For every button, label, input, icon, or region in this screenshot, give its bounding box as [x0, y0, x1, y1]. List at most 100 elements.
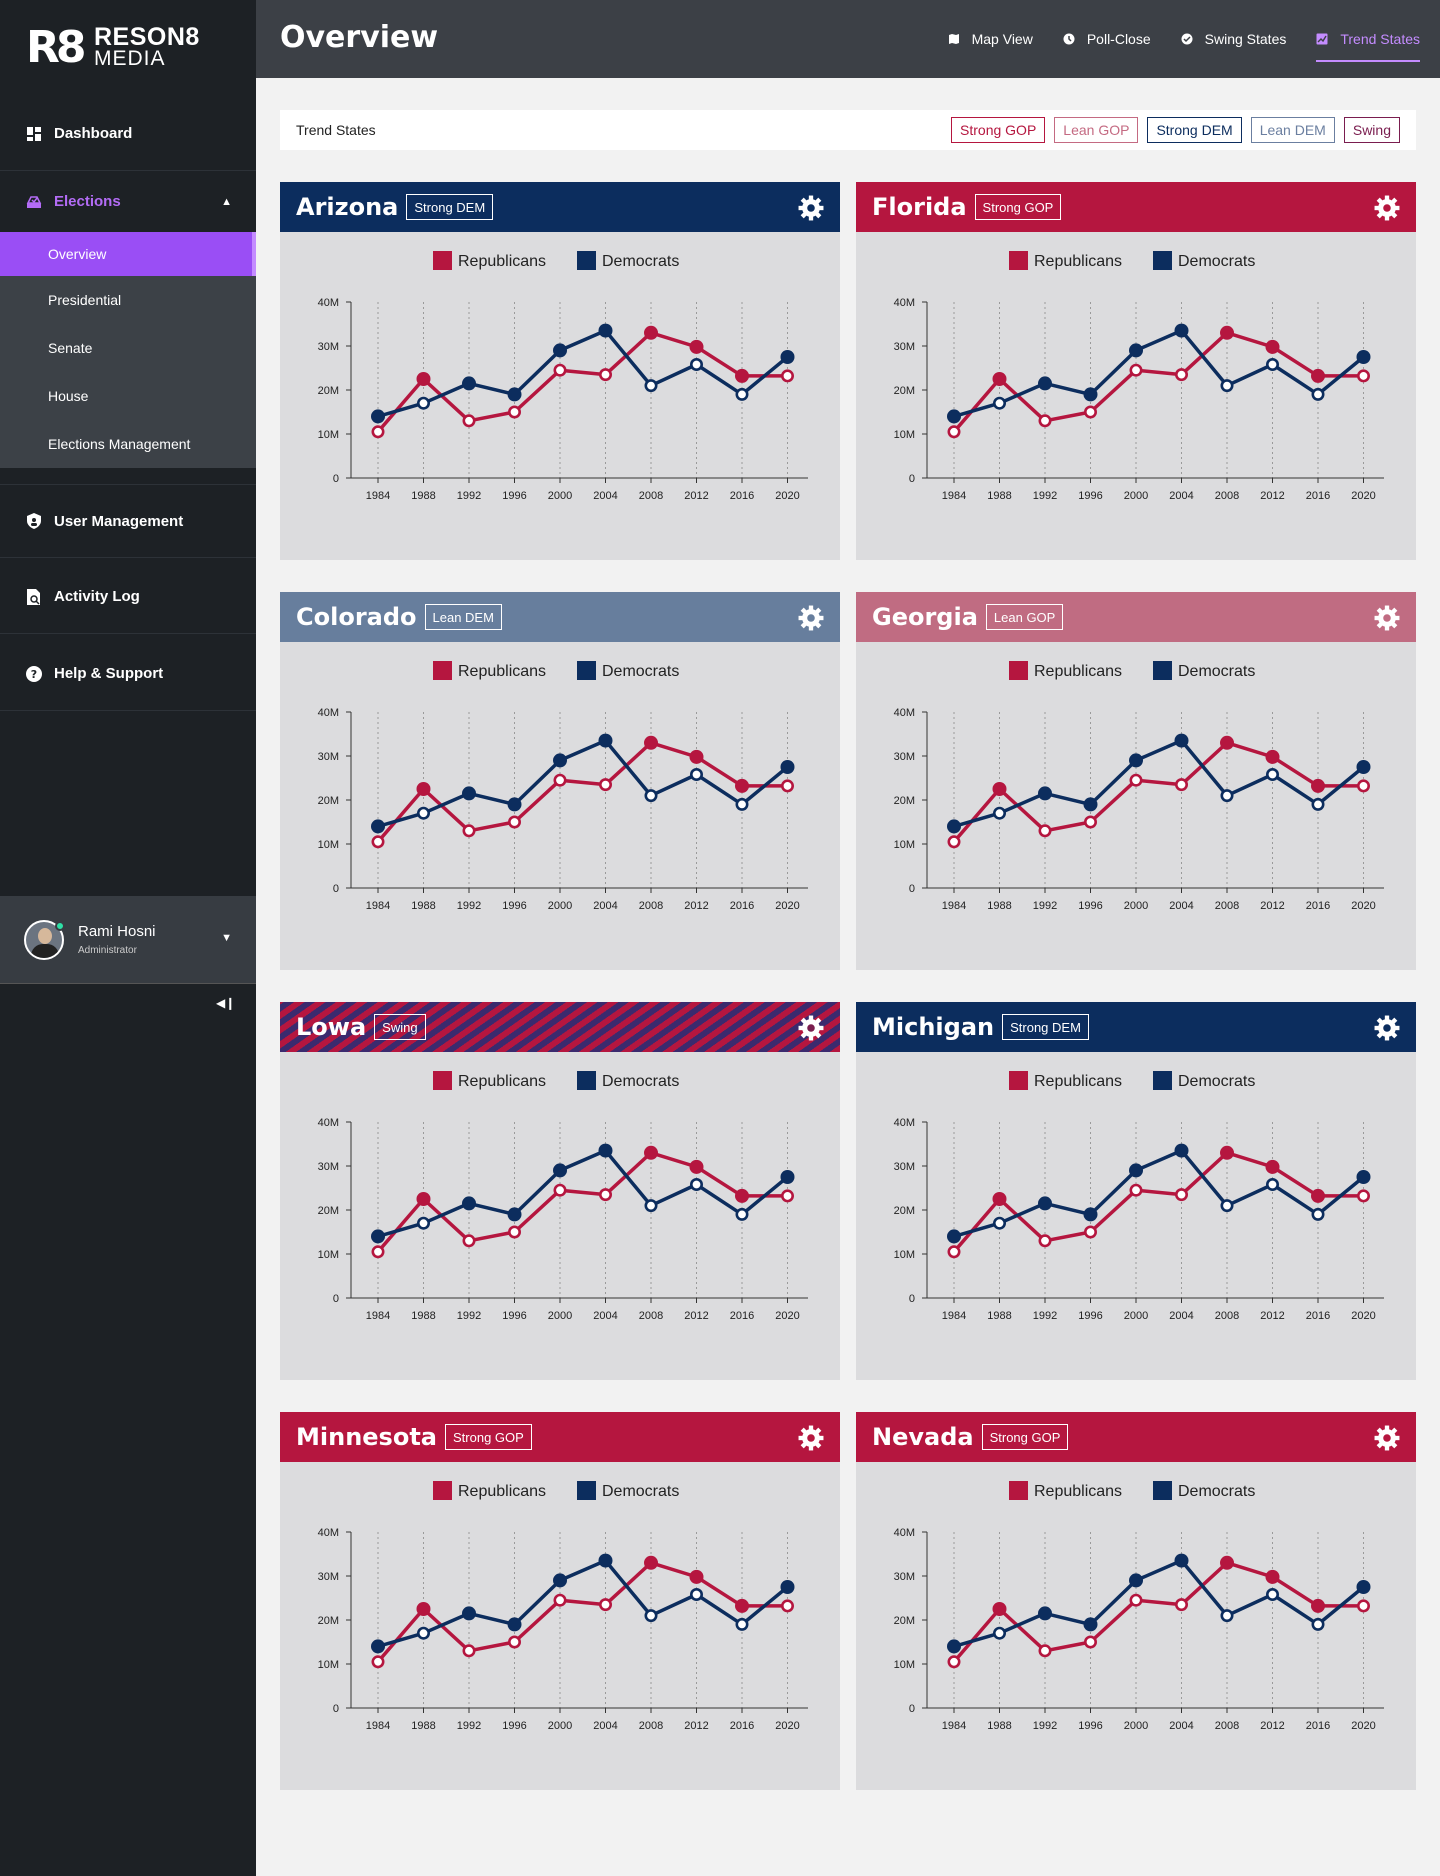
chevron-up-icon[interactable]: ▲ [221, 195, 232, 208]
data-point-democrats[interactable] [598, 733, 613, 748]
tab-map-view[interactable]: Map View [948, 0, 1033, 78]
data-point-democrats[interactable] [780, 350, 795, 364]
data-point-democrats[interactable] [1174, 1553, 1189, 1568]
data-point-republicans[interactable] [1265, 749, 1280, 764]
gear-icon[interactable] [1374, 1015, 1400, 1041]
data-point-democrats[interactable] [1220, 379, 1234, 393]
data-point-republicans[interactable] [1356, 1599, 1370, 1613]
data-point-democrats[interactable] [1311, 1207, 1325, 1221]
data-point-republicans[interactable] [416, 782, 431, 796]
data-point-republicans[interactable] [416, 1192, 431, 1206]
data-point-democrats[interactable] [993, 1216, 1007, 1230]
data-point-democrats[interactable] [462, 1196, 476, 1211]
data-point-democrats[interactable] [598, 1553, 613, 1568]
data-point-democrats[interactable] [1174, 323, 1189, 338]
gear-icon[interactable] [798, 1425, 824, 1451]
sidebar-item-dashboard[interactable]: Dashboard [0, 97, 256, 171]
data-point-republicans[interactable] [992, 372, 1007, 386]
sidebar-item-activity-log[interactable]: Activity Log [0, 560, 256, 634]
data-point-republicans[interactable] [1174, 1188, 1188, 1202]
data-point-democrats[interactable] [1265, 767, 1279, 781]
data-point-democrats[interactable] [1265, 357, 1279, 371]
data-point-democrats[interactable] [644, 1199, 658, 1213]
data-point-republicans[interactable] [371, 1245, 385, 1259]
data-point-republicans[interactable] [1356, 1189, 1370, 1203]
data-point-republicans[interactable] [416, 1602, 431, 1616]
data-point-republicans[interactable] [644, 1145, 658, 1160]
data-point-republicans[interactable] [1220, 1555, 1234, 1570]
data-point-democrats[interactable] [1129, 1163, 1143, 1178]
gear-icon[interactable] [798, 605, 824, 631]
data-point-republicans[interactable] [992, 1192, 1007, 1206]
data-point-democrats[interactable] [1083, 797, 1098, 812]
data-point-democrats[interactable] [598, 323, 613, 338]
data-point-republicans[interactable] [508, 1635, 522, 1649]
data-point-democrats[interactable] [507, 1207, 522, 1222]
data-point-democrats[interactable] [1311, 1617, 1325, 1631]
user-profile[interactable]: Rami Hosni Administrator ▼ [0, 896, 256, 984]
submenu-item-elections-management[interactable]: Elections Management [48, 436, 191, 452]
data-point-democrats[interactable] [417, 1626, 431, 1640]
data-point-democrats[interactable] [1083, 1207, 1098, 1222]
data-point-democrats[interactable] [371, 409, 385, 424]
data-point-democrats[interactable] [507, 387, 522, 402]
data-point-democrats[interactable] [553, 1163, 567, 1178]
data-point-democrats[interactable] [1265, 1177, 1279, 1191]
sidebar-item-elections[interactable]: Elections ▲ [0, 171, 256, 232]
data-point-republicans[interactable] [508, 815, 522, 829]
data-point-democrats[interactable] [1311, 797, 1325, 811]
data-point-republicans[interactable] [1129, 1183, 1143, 1197]
data-point-democrats[interactable] [1038, 1606, 1052, 1621]
data-point-republicans[interactable] [1356, 779, 1370, 793]
data-point-republicans[interactable] [735, 778, 749, 793]
data-point-republicans[interactable] [1265, 1569, 1280, 1584]
data-point-democrats[interactable] [1220, 1199, 1234, 1213]
data-point-republicans[interactable] [1129, 363, 1143, 377]
data-point-republicans[interactable] [689, 1569, 704, 1584]
data-point-democrats[interactable] [1174, 733, 1189, 748]
data-point-republicans[interactable] [371, 1655, 385, 1669]
gear-icon[interactable] [1374, 1425, 1400, 1451]
data-point-democrats[interactable] [1174, 1143, 1189, 1158]
sidebar-item-user-management[interactable]: User Management [0, 484, 256, 558]
data-point-republicans[interactable] [1084, 815, 1098, 829]
data-point-republicans[interactable] [1038, 824, 1052, 838]
data-point-republicans[interactable] [780, 1189, 794, 1203]
data-point-democrats[interactable] [689, 767, 703, 781]
data-point-democrats[interactable] [735, 1617, 749, 1631]
submenu-item-house[interactable]: House [48, 388, 89, 404]
data-point-republicans[interactable] [1311, 368, 1325, 383]
data-point-republicans[interactable] [1311, 1598, 1325, 1613]
data-point-democrats[interactable] [553, 1573, 567, 1588]
data-point-republicans[interactable] [1311, 1188, 1325, 1203]
sidebar-item-help[interactable]: ? Help & Support [0, 637, 256, 711]
data-point-republicans[interactable] [1174, 1598, 1188, 1612]
data-point-republicans[interactable] [462, 414, 476, 428]
data-point-democrats[interactable] [1220, 789, 1234, 803]
data-point-democrats[interactable] [462, 1606, 476, 1621]
data-point-democrats[interactable] [371, 1229, 385, 1244]
data-point-democrats[interactable] [417, 806, 431, 820]
data-point-republicans[interactable] [644, 1555, 658, 1570]
data-point-republicans[interactable] [947, 1655, 961, 1669]
data-point-republicans[interactable] [598, 1188, 612, 1202]
data-point-democrats[interactable] [1038, 1196, 1052, 1211]
data-point-democrats[interactable] [1038, 376, 1052, 391]
data-point-republicans[interactable] [780, 369, 794, 383]
data-point-republicans[interactable] [780, 1599, 794, 1613]
data-point-republicans[interactable] [1220, 325, 1234, 340]
data-point-democrats[interactable] [1265, 1587, 1279, 1601]
data-point-democrats[interactable] [1129, 1573, 1143, 1588]
data-point-republicans[interactable] [1265, 339, 1280, 354]
filter-chip-lean-gop[interactable]: Lean GOP [1054, 117, 1139, 143]
data-point-republicans[interactable] [992, 782, 1007, 796]
data-point-republicans[interactable] [462, 1644, 476, 1658]
data-point-democrats[interactable] [1356, 350, 1371, 364]
data-point-republicans[interactable] [508, 1225, 522, 1239]
data-point-democrats[interactable] [1083, 1617, 1098, 1632]
data-point-republicans[interactable] [1129, 1593, 1143, 1607]
data-point-democrats[interactable] [993, 806, 1007, 820]
data-point-democrats[interactable] [1038, 786, 1052, 801]
data-point-democrats[interactable] [1129, 753, 1143, 768]
data-point-democrats[interactable] [462, 786, 476, 801]
